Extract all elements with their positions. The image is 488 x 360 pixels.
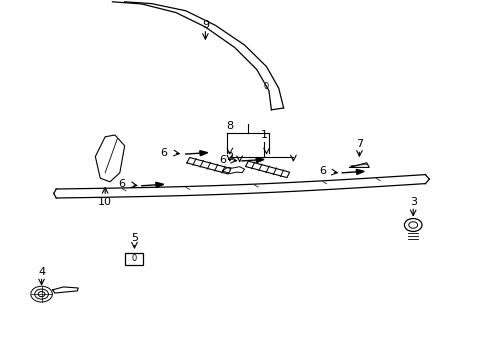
- Polygon shape: [256, 157, 264, 162]
- FancyBboxPatch shape: [124, 253, 143, 265]
- Circle shape: [35, 289, 48, 299]
- Polygon shape: [200, 150, 207, 156]
- Text: 3: 3: [409, 197, 416, 207]
- Circle shape: [404, 219, 421, 231]
- Text: 10: 10: [98, 197, 112, 207]
- Text: 7: 7: [355, 139, 362, 149]
- Text: 9: 9: [202, 20, 208, 30]
- Polygon shape: [156, 182, 163, 187]
- Text: 5: 5: [131, 233, 138, 243]
- Circle shape: [38, 292, 45, 297]
- Text: 6: 6: [160, 148, 167, 158]
- Text: 0: 0: [264, 82, 268, 91]
- Polygon shape: [356, 169, 364, 174]
- Text: 6: 6: [119, 179, 125, 189]
- Text: 2: 2: [226, 152, 233, 162]
- Circle shape: [408, 222, 417, 228]
- Text: 1: 1: [260, 130, 267, 140]
- Text: 0: 0: [131, 254, 136, 264]
- Text: 6: 6: [219, 155, 225, 165]
- Text: 6: 6: [319, 166, 325, 176]
- Text: 4: 4: [38, 267, 45, 277]
- Text: 8: 8: [226, 121, 233, 131]
